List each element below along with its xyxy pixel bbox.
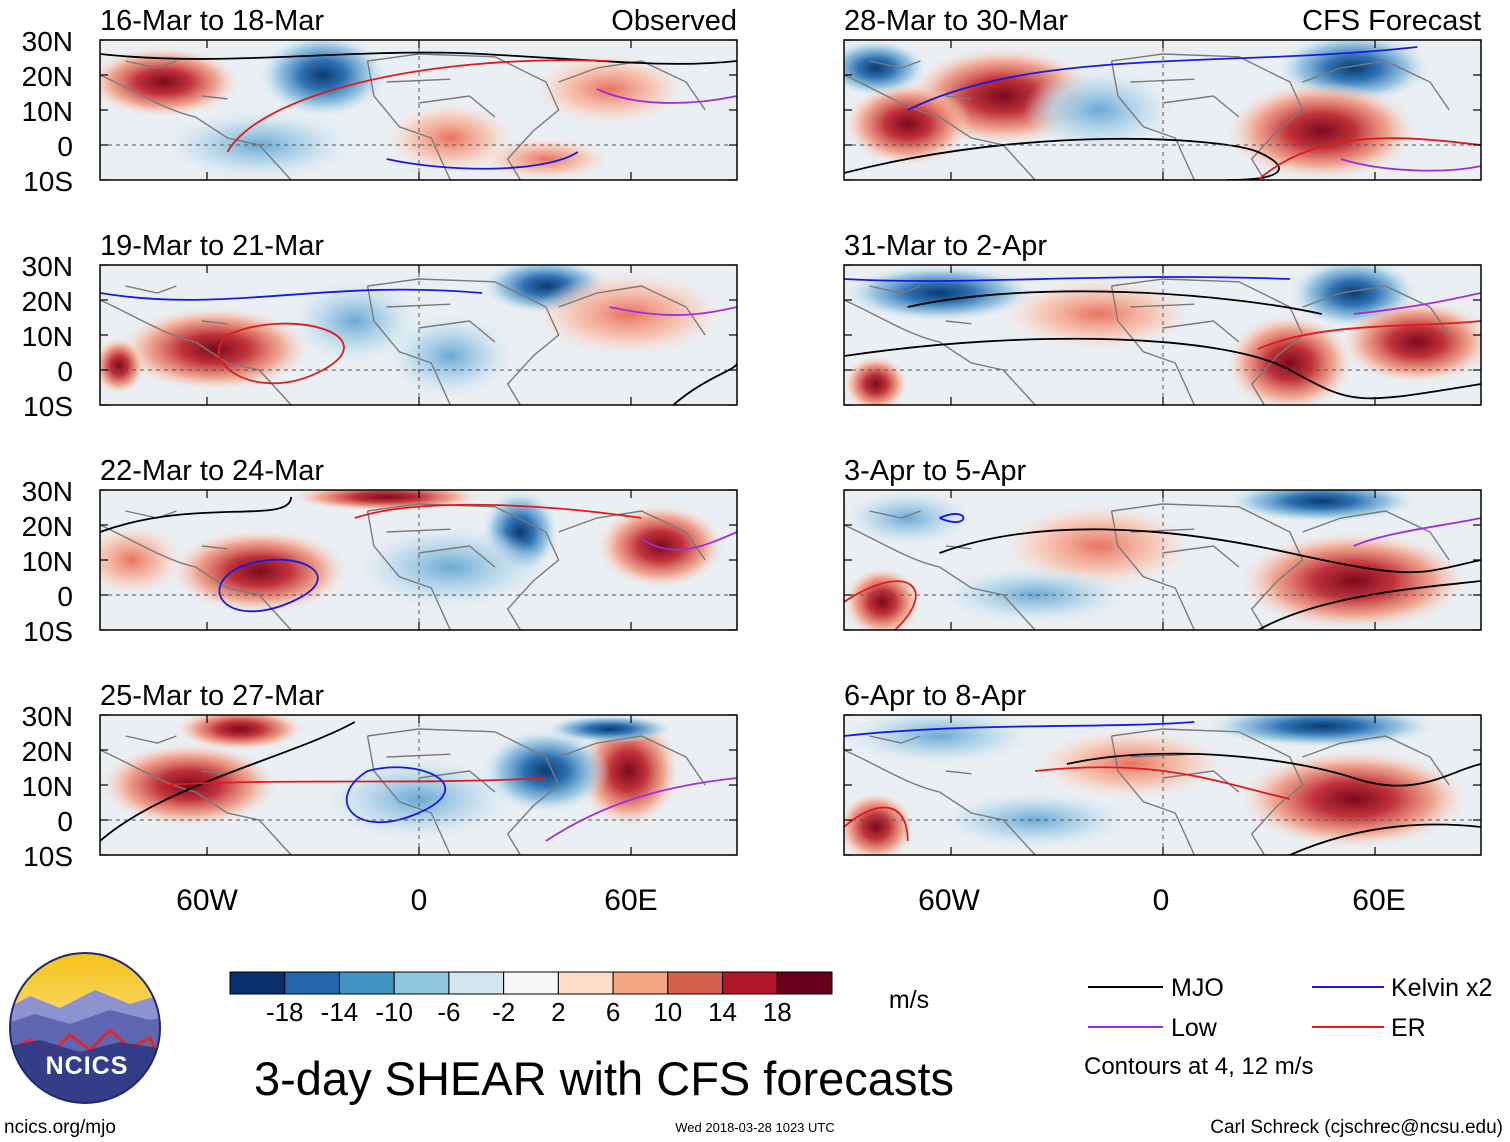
colorbar-swatch-9 [722, 971, 778, 995]
panel-title-right-1: 28-Mar to 30-Mar [844, 5, 1068, 37]
colorbar-label-4: -2 [492, 997, 515, 1027]
lat-label-row4-1: 20N [22, 736, 73, 767]
map-panel-right-3: 3-Apr to 5-Apr [843, 455, 1482, 631]
colorbar-label-0: -18 [266, 997, 304, 1027]
panel-title-left-4: 25-Mar to 27-Mar [100, 680, 324, 712]
legend-low-label: Low [1171, 1014, 1218, 1042]
legend-kelvin-label: Kelvin x2 [1391, 974, 1492, 1002]
lat-label-row1-0: 30N [22, 26, 73, 57]
map-panel-right-4: 6-Apr to 8-Apr [843, 680, 1482, 856]
colorbar-swatch-3 [393, 971, 450, 995]
ncics-logo: NCICS [9, 952, 161, 1104]
map-panel-left-4: 30N 20N 10N 0 10S 25-Mar to 27-Mar [22, 680, 738, 872]
colorbar-label-8: 14 [708, 997, 737, 1027]
legend-mjo-label: MJO [1171, 974, 1224, 1002]
map-panel-left-3: 30N 20N 10N 0 10S 22-Mar to 24-Mar [22, 455, 738, 647]
lat-label-row2-2: 10N [22, 321, 73, 352]
panel-title-left-3: 22-Mar to 24-Mar [100, 455, 324, 487]
lon-label-left-60w: 60W [176, 884, 238, 917]
timestamp-label: Wed 2018-03-28 1023 UTC [675, 1120, 834, 1135]
units-label: m/s [889, 986, 929, 1014]
map-panel-left-1: 30N 20N 10N 0 10S 16-Mar to 18-Mar Observed [22, 5, 738, 197]
lon-label-right-60e: 60E [1352, 884, 1405, 917]
colorbar-label-5: 2 [551, 997, 565, 1027]
colorbar-label-2: -10 [375, 997, 413, 1027]
lat-label-row3-1: 20N [22, 511, 73, 542]
figure-title: 3-day SHEAR with CFS forecasts [254, 1052, 954, 1105]
colorbar: -18 -14 -10 -6 -2 2 6 10 14 18 [229, 971, 833, 1027]
lon-label-right-60w: 60W [918, 884, 980, 917]
colorbar-label-7: 10 [653, 997, 682, 1027]
colorbar-label-1: -14 [321, 997, 359, 1027]
map-panel-right-2: 31-Mar to 2-Apr [843, 230, 1482, 406]
lat-label-row3-3: 0 [57, 581, 73, 612]
panel-title-left-2: 19-Mar to 21-Mar [100, 230, 324, 262]
colorbar-swatch-7 [612, 971, 669, 995]
colorbar-swatch-8 [667, 971, 724, 995]
legend: MJO Kelvin x2 Low ER Contours at 4, 12 m… [1084, 974, 1492, 1080]
lat-label-row4-4: 10S [23, 841, 73, 872]
colorbar-label-3: -6 [437, 997, 460, 1027]
lat-label-row2-3: 0 [57, 356, 73, 387]
lon-label-right-0: 0 [1153, 884, 1170, 917]
contour-note: Contours at 4, 12 m/s [1084, 1053, 1313, 1080]
panel-title-right-3: 3-Apr to 5-Apr [844, 455, 1026, 487]
lat-label-row2-4: 10S [23, 391, 73, 422]
map-panel-left-2: 30N 20N 10N 0 10S 19-Mar to 21-Mar [22, 230, 738, 422]
lon-label-left-60e: 60E [604, 884, 657, 917]
lat-label-row3-4: 10S [23, 616, 73, 647]
lat-label-row2-0: 30N [22, 251, 73, 282]
website-label: ncics.org/mjo [4, 1117, 116, 1138]
lat-label-row1-4: 10S [23, 166, 73, 197]
column-tag-right: CFS Forecast [1302, 5, 1481, 37]
panel-title-right-2: 31-Mar to 2-Apr [844, 230, 1047, 262]
lat-label-row4-3: 0 [57, 806, 73, 837]
lat-label-row4-2: 10N [22, 771, 73, 802]
lat-label-row1-3: 0 [57, 131, 73, 162]
lat-label-row1-1: 20N [22, 61, 73, 92]
legend-er-label: ER [1391, 1014, 1426, 1042]
lat-label-row3-0: 30N [22, 476, 73, 507]
colorbar-swatch-1 [284, 971, 340, 995]
colorbar-swatch-6 [557, 971, 614, 995]
panel-title-right-4: 6-Apr to 8-Apr [844, 680, 1026, 712]
lat-label-row3-2: 10N [22, 546, 73, 577]
panel-title-left-1: 16-Mar to 18-Mar [100, 5, 324, 37]
map-panel-right-1: 28-Mar to 30-Mar CFS Forecast [843, 5, 1482, 181]
colorbar-label-6: 6 [606, 997, 620, 1027]
colorbar-swatch-10 [776, 971, 833, 995]
colorbar-swatch-5 [503, 971, 559, 995]
colorbar-swatch-2 [338, 971, 395, 995]
colorbar-swatch-4 [448, 971, 505, 995]
colorbar-label-9: 18 [763, 997, 792, 1027]
author-label: Carl Schreck (cjschrec@ncsu.edu) [1210, 1117, 1503, 1138]
logo-text: NCICS [46, 1052, 129, 1080]
column-tag-left: Observed [611, 5, 737, 37]
lon-label-left-0: 0 [411, 884, 428, 917]
lat-label-row4-0: 30N [22, 701, 73, 732]
lat-label-row1-2: 10N [22, 96, 73, 127]
lat-label-row2-1: 20N [22, 286, 73, 317]
colorbar-swatch-0 [229, 971, 286, 995]
